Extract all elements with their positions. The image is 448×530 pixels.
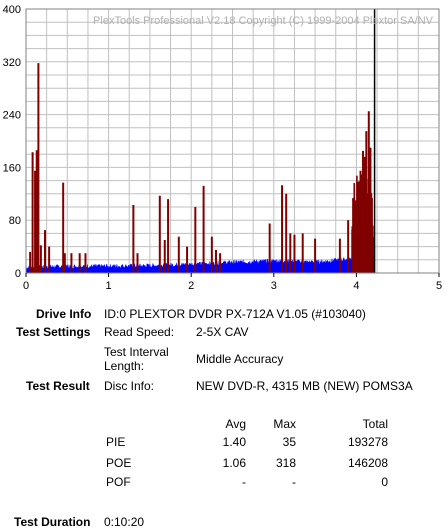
row-name-poe: POE xyxy=(106,456,132,470)
x-tick-label: 3 xyxy=(271,280,277,292)
row-max-pie: 35 xyxy=(282,435,296,449)
y-tick-label: 320 xyxy=(3,57,21,69)
x-tick-label: 4 xyxy=(353,280,359,292)
row-max-pof: - xyxy=(292,475,296,489)
row-avg-poe: 1.06 xyxy=(222,456,246,470)
test-result-label: Test Result xyxy=(26,379,90,393)
disc-info-label: Disc Info: xyxy=(104,379,155,393)
row-name-pie: PIE xyxy=(106,435,126,449)
header-avg: Avg xyxy=(225,417,246,431)
x-tick-label: 1 xyxy=(106,280,112,292)
test-settings-label: Test Settings xyxy=(16,325,91,339)
disc-info-value: NEW DVD-R, 4315 MB (NEW) POMS3A xyxy=(196,379,413,393)
y-tick-label: 400 xyxy=(3,4,21,16)
y-tick-label: 240 xyxy=(3,110,21,122)
row-avg-pof: - xyxy=(242,475,246,489)
read-speed-value: 2-5X CAV xyxy=(196,325,249,339)
drive-info-label: Drive Info xyxy=(36,307,92,321)
x-tick-label: 2 xyxy=(188,280,194,292)
x-axis-ticks: 0 1 2 3 4 5 xyxy=(23,273,442,292)
test-duration-label: Test Duration xyxy=(14,515,91,529)
interval-label-line1: Test Interval xyxy=(104,345,169,359)
row-total-pie: 193278 xyxy=(347,435,388,449)
test-duration-value: 0:10:20 xyxy=(104,515,145,529)
interval-value: Middle Accuracy xyxy=(196,352,284,366)
interval-label-line2: Length: xyxy=(104,359,145,373)
row-max-poe: 318 xyxy=(275,456,296,470)
y-tick-label: 0 xyxy=(15,268,21,280)
header-total: Total xyxy=(362,417,388,431)
poe-series xyxy=(29,63,374,273)
header-max: Max xyxy=(273,417,296,431)
row-total-pof: 0 xyxy=(381,475,388,489)
drive-info-value: ID:0 PLEXTOR DVDR PX-712A V1.05 (#103040… xyxy=(104,307,366,321)
read-speed-label: Read Speed: xyxy=(104,325,175,339)
chart-grid xyxy=(26,9,439,273)
row-avg-pie: 1.40 xyxy=(222,435,246,449)
y-tick-label: 160 xyxy=(3,162,21,174)
plot-frame xyxy=(25,8,440,274)
pie-series xyxy=(25,252,375,274)
chart-watermark: PlexTools Professional V2.18 Copyright (… xyxy=(93,15,434,27)
x-tick-label: 0 xyxy=(23,280,29,292)
pie-area xyxy=(25,252,375,274)
y-tick-label: 80 xyxy=(9,215,21,227)
error-chart: PlexTools Professional V2.18 Copyright (… xyxy=(3,4,442,292)
row-total-poe: 146208 xyxy=(347,456,388,470)
y-axis-ticks: 0 80 160 240 320 400 xyxy=(3,4,21,280)
row-name-pof: POF xyxy=(106,475,131,489)
x-tick-label: 5 xyxy=(436,280,442,292)
